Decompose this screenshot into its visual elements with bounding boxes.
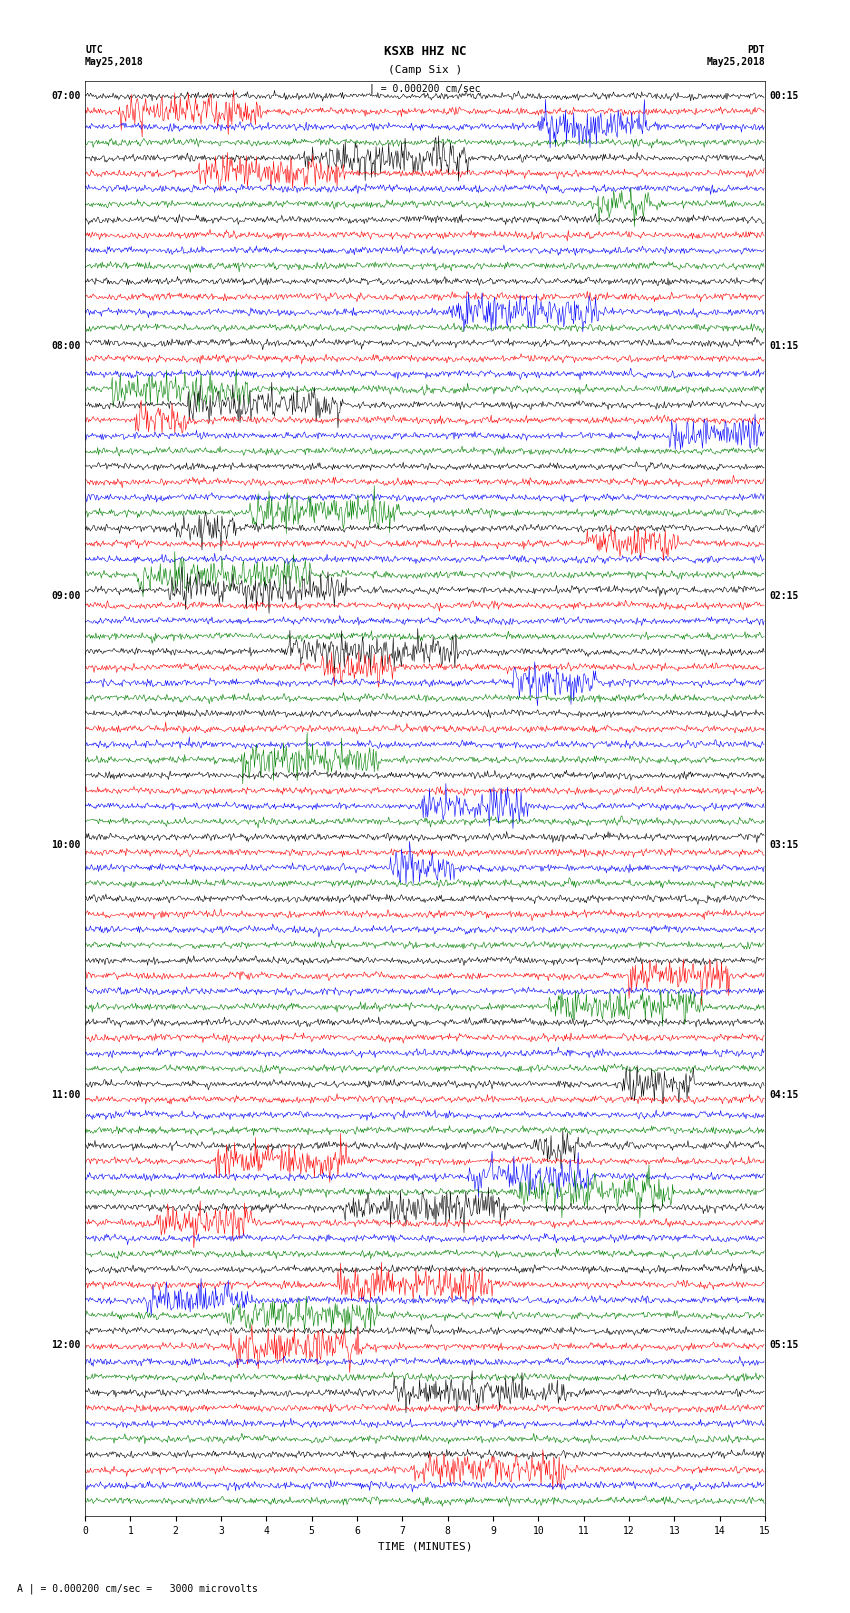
Text: PDT
May25,2018: PDT May25,2018 [706,45,765,66]
Text: | = 0.000200 cm/sec: | = 0.000200 cm/sec [369,84,481,95]
Text: 01:15: 01:15 [769,340,799,352]
X-axis label: TIME (MINUTES): TIME (MINUTES) [377,1542,473,1552]
Text: 03:15: 03:15 [769,840,799,850]
Text: 04:15: 04:15 [769,1090,799,1100]
Text: 00:15: 00:15 [769,92,799,102]
Text: 11:00: 11:00 [51,1090,81,1100]
Text: A | = 0.000200 cm/sec =   3000 microvolts: A | = 0.000200 cm/sec = 3000 microvolts [17,1582,258,1594]
Text: KSXB HHZ NC: KSXB HHZ NC [383,45,467,58]
Text: 02:15: 02:15 [769,590,799,600]
Text: 10:00: 10:00 [51,840,81,850]
Text: UTC
May25,2018: UTC May25,2018 [85,45,144,66]
Text: (Camp Six ): (Camp Six ) [388,65,462,74]
Text: 05:15: 05:15 [769,1339,799,1350]
Text: 08:00: 08:00 [51,340,81,352]
Text: 07:00: 07:00 [51,92,81,102]
Text: 12:00: 12:00 [51,1339,81,1350]
Text: 09:00: 09:00 [51,590,81,600]
